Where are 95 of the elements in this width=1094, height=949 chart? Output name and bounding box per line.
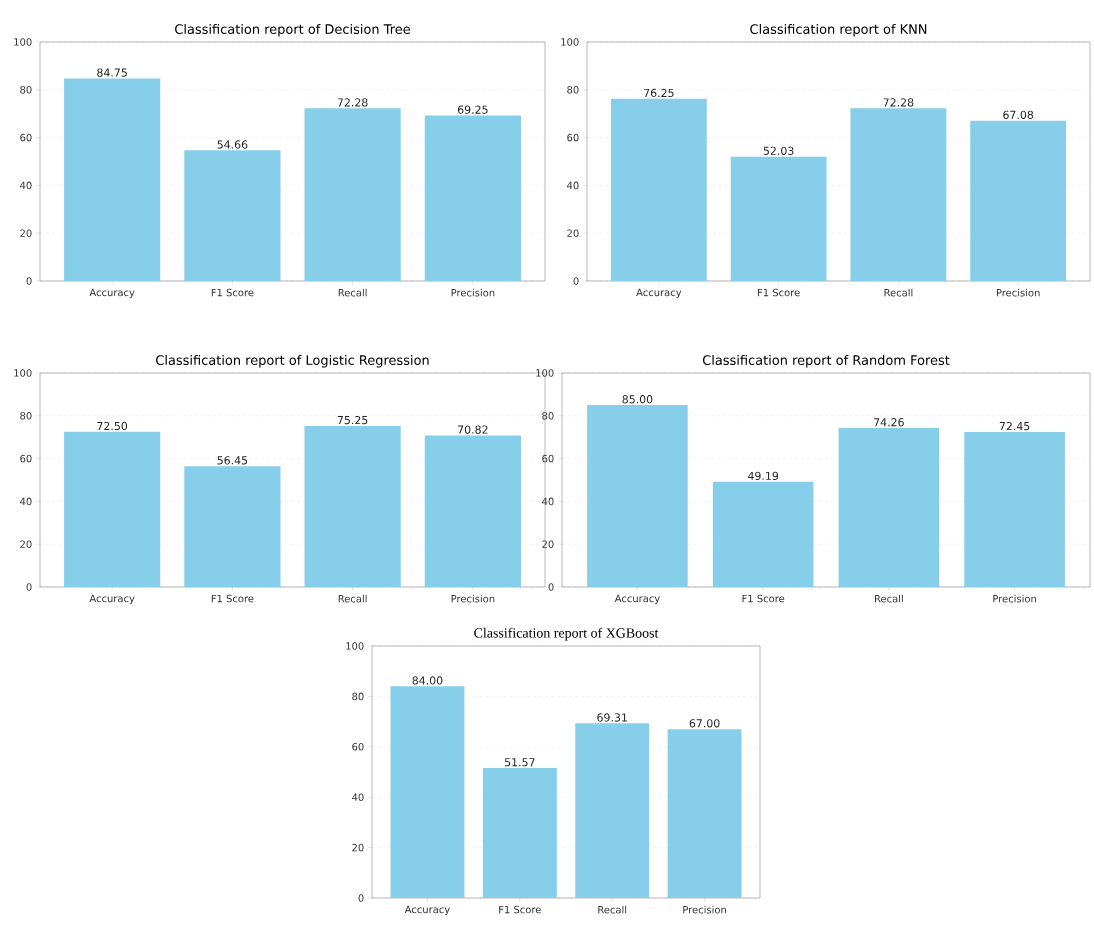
- x-tick-label: Accuracy: [636, 288, 682, 299]
- y-tick-label: 60: [352, 743, 364, 751]
- y-tick-label: 0: [358, 894, 364, 902]
- data-label: 72.50: [97, 421, 128, 431]
- x-tick-label: Accuracy: [89, 288, 135, 299]
- bar: [64, 78, 161, 281]
- y-tick-label: 40: [567, 181, 579, 190]
- x-tick-label: Precision: [993, 594, 1036, 603]
- y-tick-label: 0: [573, 277, 579, 285]
- bar: [304, 425, 401, 587]
- y-tick-label: 100: [536, 369, 554, 377]
- x-tick-label: Precision: [451, 594, 495, 603]
- y-tick-label: 0: [548, 583, 554, 591]
- data-label: 72.45: [999, 421, 1030, 431]
- y-tick-label: 20: [20, 229, 32, 237]
- x-tick-label: F1 Score: [211, 288, 254, 297]
- y-tick-label: 80: [567, 86, 579, 94]
- x-tick-label: Recall: [338, 288, 367, 297]
- data-label: 75.25: [337, 415, 368, 425]
- bar: [610, 98, 707, 281]
- bar: [587, 405, 688, 587]
- data-label: 84.75: [97, 68, 127, 77]
- chart-title: Classification report of Logistic Regression: [156, 354, 429, 368]
- y-tick-label: 40: [20, 497, 32, 506]
- chart-title: Classification report of Random Forest: [702, 354, 950, 368]
- data-label: 74.26: [874, 418, 904, 427]
- data-label: 49.19: [748, 471, 779, 481]
- y-tick-label: 60: [542, 454, 554, 463]
- bar: [424, 115, 521, 281]
- bar: [184, 150, 281, 281]
- data-label: 72.28: [883, 98, 914, 107]
- y-tick-label: 40: [20, 181, 32, 190]
- y-tick-label: 20: [352, 843, 364, 852]
- x-tick-label: Recall: [338, 594, 367, 603]
- chart-title: Classification report of XGBoost: [474, 627, 659, 641]
- bar: [712, 481, 814, 587]
- x-tick-label: Recall: [874, 594, 903, 603]
- y-tick-label: 100: [14, 38, 32, 46]
- bar: [575, 723, 650, 898]
- bar: [64, 431, 161, 587]
- y-tick-label: 80: [20, 412, 32, 420]
- y-tick-label: 80: [352, 692, 364, 701]
- y-tick-label: 60: [20, 454, 32, 463]
- data-label: 67.00: [689, 719, 720, 728]
- data-label: 52.03: [763, 146, 794, 155]
- data-label: 70.82: [458, 425, 488, 434]
- x-tick-label: Precision: [451, 288, 495, 297]
- y-tick-label: 100: [14, 369, 32, 377]
- y-tick-label: 80: [542, 412, 554, 420]
- y-tick-label: 40: [352, 793, 364, 801]
- bar: [424, 435, 521, 587]
- bar: [304, 108, 401, 281]
- bar: [390, 686, 465, 898]
- data-label: 56.45: [217, 456, 248, 465]
- data-label: 84.00: [412, 676, 443, 685]
- y-tick-label: 20: [20, 540, 32, 548]
- y-tick-label: 0: [26, 277, 32, 285]
- chart-title: Classification report of KNN: [750, 23, 927, 37]
- x-tick-label: F1 Score: [499, 905, 541, 914]
- x-tick-label: F1 Score: [742, 594, 785, 603]
- x-tick-label: F1 Score: [758, 288, 800, 297]
- y-tick-label: 80: [20, 86, 32, 94]
- x-tick-label: Accuracy: [89, 594, 135, 605]
- bar: [838, 428, 940, 587]
- bar: [970, 120, 1067, 281]
- data-label: 67.08: [1003, 110, 1034, 119]
- bar: [184, 466, 281, 587]
- x-tick-label: Recall: [884, 288, 913, 297]
- bar: [482, 768, 557, 898]
- y-tick-label: 100: [561, 38, 579, 46]
- data-label: 54.66: [217, 140, 248, 149]
- y-tick-label: 60: [567, 133, 579, 142]
- x-tick-label: Accuracy: [614, 594, 660, 605]
- data-label: 85.00: [622, 395, 653, 404]
- chart-title: Classification report of Decision Tree: [175, 23, 410, 37]
- x-tick-label: Precision: [683, 905, 726, 914]
- bar: [730, 156, 827, 281]
- bar: [667, 729, 742, 898]
- x-tick-label: Recall: [598, 905, 627, 914]
- y-tick-label: 20: [542, 540, 554, 548]
- y-tick-label: 100: [346, 642, 364, 650]
- data-label: 76.25: [644, 88, 674, 98]
- y-tick-label: 0: [26, 583, 32, 591]
- bar: [850, 108, 947, 281]
- x-tick-label: Accuracy: [404, 905, 450, 916]
- data-label: 51.57: [504, 758, 535, 767]
- x-tick-label: F1 Score: [211, 594, 254, 603]
- y-tick-label: 40: [542, 497, 554, 506]
- data-label: 69.25: [457, 105, 488, 114]
- y-tick-label: 20: [567, 229, 579, 237]
- bar: [964, 431, 1065, 587]
- x-tick-label: Precision: [996, 288, 1040, 297]
- data-label: 69.31: [597, 713, 627, 722]
- data-label: 72.28: [337, 98, 368, 107]
- y-tick-label: 60: [20, 133, 32, 142]
